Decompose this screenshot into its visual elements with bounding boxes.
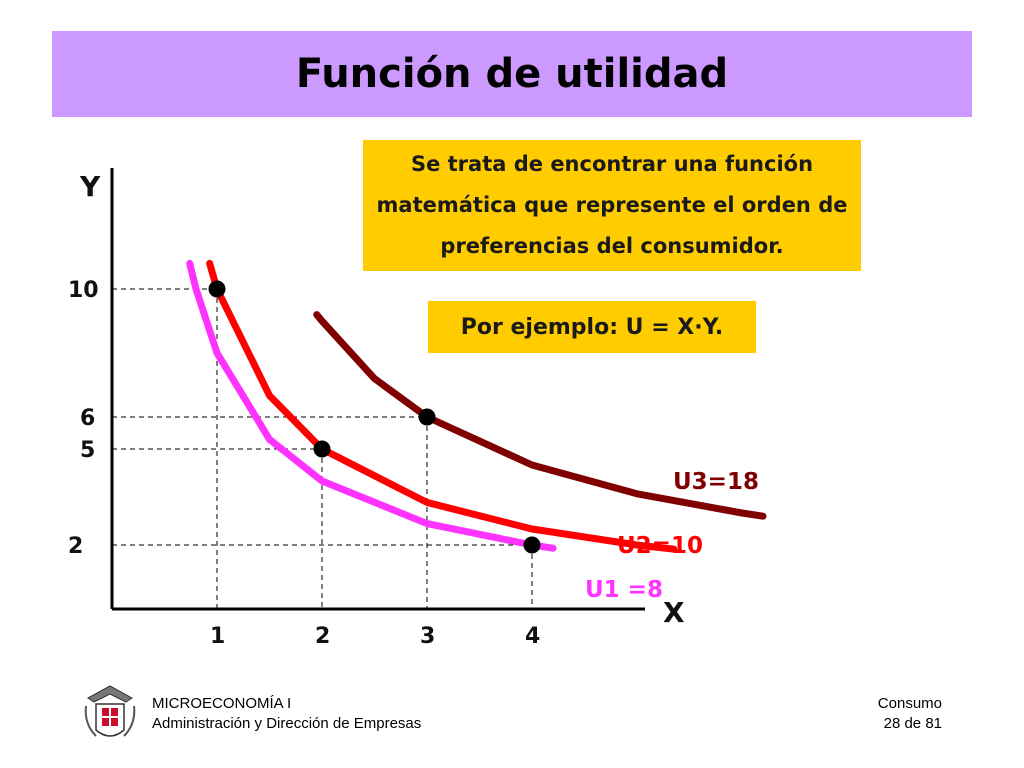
x-axis-label: X: [663, 596, 685, 629]
point-1: [313, 440, 331, 458]
indifference-curves: [186, 259, 767, 553]
point-2: [418, 408, 436, 426]
slide-title: Función de utilidad: [295, 51, 729, 97]
curve-u3: [313, 311, 767, 520]
footer-right: Consumo 28 de 81: [878, 694, 942, 734]
x-tick-label-2: 2: [315, 624, 330, 649]
point-0: [208, 280, 226, 298]
x-tick-label-3: 3: [420, 624, 435, 649]
footer-course: MICROECONOMÍA I: [152, 695, 292, 712]
y-tick-label-10: 10: [68, 278, 99, 303]
utility-chart: Y X 2 5 6 10 1 2 3 4 U1 =8 U2=10 U3=18: [68, 168, 767, 649]
university-logo-icon: [84, 685, 136, 737]
data-points: [208, 280, 541, 554]
definition-callout: Se trata de encontrar una función matemá…: [363, 140, 861, 271]
curve-label-u1: U1 =8: [585, 577, 663, 603]
axes: [110, 168, 645, 611]
curve-label-u2: U2=10: [617, 533, 703, 559]
example-callout: Por ejemplo: U = X·Y.: [428, 301, 756, 353]
x-tick-label-4: 4: [525, 624, 540, 649]
point-3: [523, 536, 541, 554]
curve-u1: [186, 259, 557, 552]
footer-section: Consumo: [877, 695, 942, 712]
y-axis-label: Y: [79, 170, 101, 203]
chart-labels: Y X 2 5 6 10 1 2 3 4 U1 =8 U2=10 U3=18: [68, 170, 759, 649]
title-bar: Función de utilidad: [52, 31, 972, 117]
y-tick-label-2: 2: [68, 534, 83, 559]
footer-page: 28 de 81: [883, 715, 942, 732]
y-tick-label-6: 6: [80, 406, 95, 431]
footer-program: Administración y Dirección de Empresas: [152, 715, 422, 732]
x-tick-label-1: 1: [210, 624, 225, 649]
y-tick-label-5: 5: [80, 438, 95, 463]
footer-left: MICROECONOMÍA I Administración y Direcci…: [152, 694, 421, 734]
curve-u2: [206, 259, 678, 553]
curve-label-u3: U3=18: [673, 469, 759, 495]
